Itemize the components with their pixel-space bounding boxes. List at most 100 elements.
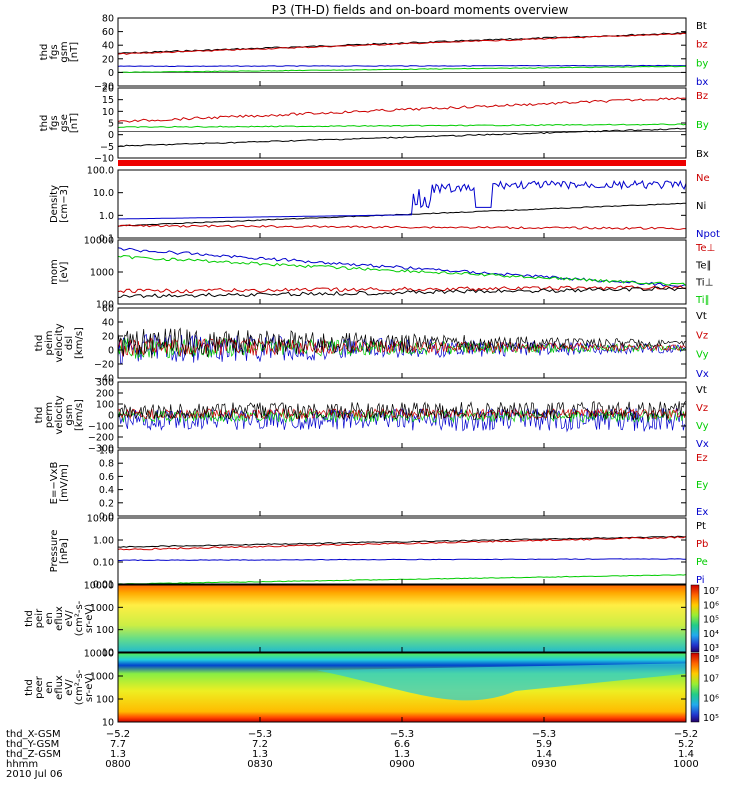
- legend-entry: bz: [696, 40, 708, 51]
- y-axis-label: [cm−3]: [59, 185, 70, 223]
- y-tick-label: 1.00: [93, 536, 114, 547]
- colorbar-label: 10⁸: [703, 654, 719, 665]
- y-axis-label: eflux: [54, 606, 65, 631]
- panel-frame: [117, 87, 687, 159]
- y-axis-label: eflux: [54, 675, 65, 700]
- y-tick-label: −40: [94, 374, 114, 385]
- y-tick-label: 0.10: [93, 558, 114, 569]
- y-axis-label: (cm²-s-: [74, 669, 85, 705]
- bottom-row-value: −5.3: [390, 729, 414, 740]
- legend-entry: Vt: [696, 311, 707, 322]
- legend-entry: Ez: [696, 453, 708, 464]
- series-Te-perp: [118, 285, 686, 294]
- y-tick-label: 40: [102, 318, 114, 329]
- legend-entry: Vy: [696, 421, 709, 432]
- legend-entry: Vx: [696, 369, 709, 380]
- y-axis-label: eV/: [64, 679, 75, 696]
- bottom-row-value: 7.2: [252, 739, 268, 750]
- y-tick-label: −200: [88, 433, 114, 444]
- legend-entry: Ti∥: [695, 295, 710, 306]
- spectrogram: [118, 585, 686, 652]
- legend-entry: Ne: [696, 173, 710, 184]
- bottom-row-value: 0800: [105, 759, 130, 770]
- y-tick-label: 10: [102, 648, 114, 659]
- panel-peer: 10000 1000 100 10 thd peer en eflux eV/(cm²-s-sr…: [24, 649, 719, 729]
- panel-plot-area: [118, 585, 686, 652]
- series-Te-par: [118, 286, 686, 299]
- panel-frame: [117, 584, 687, 653]
- y-axis-label: peir: [34, 608, 45, 628]
- y-tick-label: 60: [102, 304, 114, 315]
- y-axis-label: sr-eV): [84, 673, 95, 702]
- bottom-row-value: −5.2: [674, 729, 698, 740]
- panel-frame: [117, 381, 687, 449]
- y-axis-label: gsm: [64, 404, 75, 425]
- y-tick-label: −300: [88, 444, 114, 455]
- series-Pi: [118, 558, 686, 562]
- panel-plot-area: [118, 97, 686, 148]
- y-tick-label: 0: [108, 346, 114, 357]
- bottom-row-value: 0830: [247, 759, 272, 770]
- panel-frame: [117, 17, 687, 87]
- colorbar: [690, 652, 700, 723]
- y-tick-label: 100: [96, 695, 114, 706]
- legend-entry: Pi: [696, 575, 705, 586]
- y-tick-label: 10000: [84, 581, 114, 592]
- y-axis-label: peer: [34, 675, 45, 699]
- series-Bz: [118, 97, 686, 123]
- bottom-row-value: 0900: [389, 759, 414, 770]
- bottom-row-label: thd_Y-GSM: [6, 739, 59, 750]
- legend-entry: Bt: [696, 21, 707, 32]
- y-tick-label: 100: [96, 400, 114, 411]
- legend-entry: Ti⊥: [695, 278, 713, 289]
- y-tick-label: 1000: [90, 603, 114, 614]
- y-tick-label: −20: [94, 360, 114, 371]
- y-axis-label: thd: [39, 44, 50, 61]
- legend-entry: Pb: [696, 539, 708, 550]
- y-tick-label: 100: [96, 300, 114, 311]
- bottom-row-value: 0930: [531, 759, 556, 770]
- panel-plot-area: [118, 179, 686, 230]
- y-tick-label: −100: [88, 422, 114, 433]
- panel-frame: [117, 517, 687, 585]
- y-axis-label: [nT]: [69, 113, 80, 133]
- y-tick-label: 0.1: [99, 234, 114, 245]
- panel-plot-area: [118, 653, 686, 722]
- panel-plot-area: [118, 400, 686, 433]
- bottom-axis-labels: thd_X-GSM −5.2 −5.3 −5.3 −5.3 −5.2 thd_Y-GSM 7.…: [6, 729, 699, 780]
- panel-fgs-gsm: 80 60 40 20 0 −20 thd fgs gsm [nT] Bt bz by bx: [39, 14, 708, 93]
- y-axis-label: E=−VxB: [49, 462, 60, 505]
- y-tick-label: 20: [102, 54, 114, 65]
- y-axis-label: dsl: [64, 336, 75, 350]
- y-axis-label: en: [44, 612, 55, 625]
- colorbar-label: 10⁶: [703, 693, 719, 704]
- legend-entry: Vz: [696, 403, 708, 414]
- series-By: [118, 123, 686, 129]
- bottom-row-value: −5.3: [248, 729, 272, 740]
- y-tick-label: 10: [102, 718, 114, 729]
- colorbar-label: 10⁷: [703, 674, 719, 685]
- series-Pb: [118, 535, 686, 551]
- series-Npot: [118, 179, 686, 220]
- date-label: 2010 Jul 06: [6, 769, 63, 780]
- legend-entry: Te⊥: [695, 243, 715, 254]
- legend-entry: Vy: [696, 350, 709, 361]
- y-axis-label: fgs: [49, 115, 60, 130]
- bottom-row-label: thd_X-GSM: [6, 729, 61, 740]
- y-axis-label: [nPa]: [59, 538, 70, 564]
- legend-entry: Pe: [696, 557, 708, 568]
- series-bx: [118, 64, 686, 68]
- y-axis-label: [mV/m]: [59, 464, 70, 502]
- y-tick-label: 200: [96, 389, 114, 400]
- y-axis-label: eV/: [64, 610, 75, 627]
- y-tick-label: 100: [96, 625, 114, 636]
- panel-peir: 10000 1000 100 10 thd peir en eflux eV/(cm²-s-sr…: [24, 581, 719, 659]
- colorbar-label: 10³: [703, 643, 719, 654]
- y-axis-label: sr-eV): [84, 604, 95, 633]
- legend-entry: Ni: [696, 201, 706, 212]
- panel-plot-area: [118, 327, 686, 365]
- y-axis-label: velocity: [54, 395, 65, 434]
